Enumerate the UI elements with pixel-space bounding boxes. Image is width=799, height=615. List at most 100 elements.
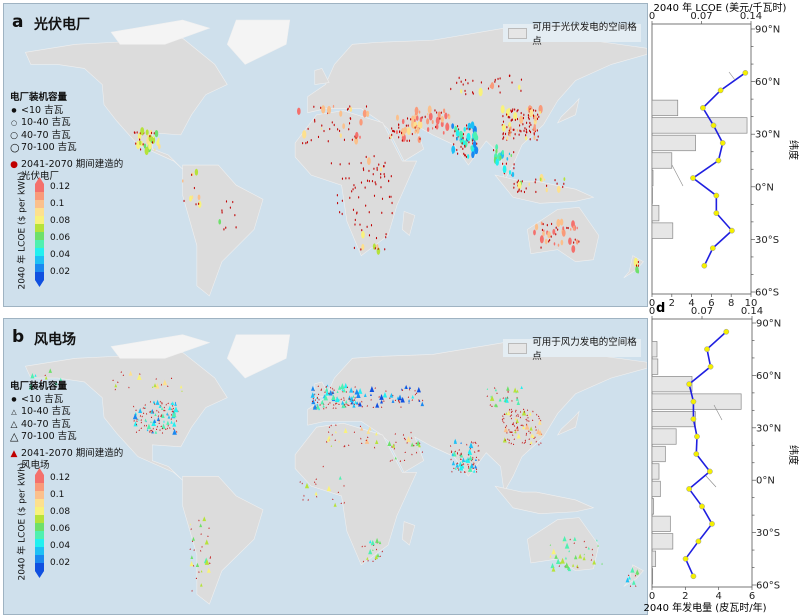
plant-marker xyxy=(502,396,504,399)
y-tick-label: 60°N xyxy=(756,371,781,382)
colorbar-tick: 0.02 xyxy=(50,267,71,277)
plant-marker xyxy=(583,540,585,543)
plant-marker xyxy=(508,121,511,128)
plant-marker xyxy=(471,151,475,159)
plant-marker xyxy=(307,498,309,501)
plant-marker xyxy=(218,219,222,225)
plant-marker xyxy=(457,462,459,464)
plant-marker xyxy=(636,572,639,576)
plant-marker xyxy=(535,178,537,181)
plant-marker xyxy=(474,464,478,469)
plant-marker xyxy=(393,130,396,133)
plant-marker xyxy=(154,129,159,138)
plant-marker xyxy=(514,429,516,431)
plant-marker xyxy=(399,130,401,133)
plant-marker xyxy=(530,123,532,127)
lcoe-point xyxy=(729,227,735,234)
plant-marker xyxy=(134,131,136,135)
plant-marker xyxy=(310,139,312,142)
plant-marker xyxy=(359,135,361,139)
plant-marker xyxy=(154,430,158,434)
plant-marker xyxy=(460,89,463,94)
plant-marker xyxy=(195,203,197,206)
plant-marker xyxy=(504,132,507,136)
plant-marker xyxy=(578,553,583,559)
lcoe-point xyxy=(717,87,724,94)
plant-marker xyxy=(512,434,514,436)
plant-marker xyxy=(133,405,135,408)
plant-marker xyxy=(506,157,509,161)
y-tick-label: 60°S xyxy=(756,581,780,592)
plant-marker xyxy=(162,379,168,386)
colorbar-segment xyxy=(35,240,44,249)
plant-marker xyxy=(173,427,175,430)
plant-marker xyxy=(458,448,460,451)
plant-marker xyxy=(562,226,565,231)
plant-marker xyxy=(573,542,575,544)
plant-marker xyxy=(193,186,195,190)
plant-marker xyxy=(158,422,160,424)
plant-marker xyxy=(349,106,353,112)
plant-marker xyxy=(536,413,538,416)
landmass-nz xyxy=(623,255,644,279)
landmass-madagascar xyxy=(402,521,416,546)
plant-marker xyxy=(395,130,398,135)
plant-marker xyxy=(414,393,417,396)
plant-marker xyxy=(467,449,471,453)
plant-marker xyxy=(354,400,357,404)
plant-marker xyxy=(350,117,352,121)
lcoe-point xyxy=(710,122,717,129)
plant-marker xyxy=(356,392,361,398)
plant-marker xyxy=(415,392,418,394)
chart-d-line-label: LCOE xyxy=(708,489,735,500)
plant-marker xyxy=(223,228,225,231)
top-tick-label: 0.07 xyxy=(690,11,712,22)
plant-marker xyxy=(326,384,329,387)
plant-marker xyxy=(440,115,444,123)
plant-marker xyxy=(512,443,515,446)
plant-marker xyxy=(161,431,164,434)
plant-marker xyxy=(465,78,467,82)
plant-marker xyxy=(465,155,468,159)
plant-marker xyxy=(513,182,515,186)
plant-marker xyxy=(346,386,349,388)
plant-marker xyxy=(136,131,138,134)
plant-marker xyxy=(389,397,391,399)
plant-marker xyxy=(189,560,194,567)
plant-marker xyxy=(415,124,418,128)
plant-marker xyxy=(486,395,488,397)
plant-marker xyxy=(54,381,58,386)
plant-marker xyxy=(511,423,514,426)
plant-marker xyxy=(401,118,405,125)
plant-marker xyxy=(563,177,566,182)
plant-marker xyxy=(44,376,48,380)
lcoe-point xyxy=(707,468,713,475)
plant-marker xyxy=(191,540,194,542)
plant-marker xyxy=(529,440,533,445)
colorbar-segment xyxy=(35,256,44,265)
plant-marker xyxy=(537,113,539,116)
plant-marker xyxy=(452,151,454,155)
plant-marker xyxy=(209,557,211,559)
legend-size-2: ○ 10-40 吉瓦 xyxy=(10,117,71,128)
lcoe-point xyxy=(709,245,716,252)
plant-marker xyxy=(349,105,351,108)
colorbar-segment xyxy=(35,555,44,564)
plant-marker xyxy=(520,130,522,133)
plant-marker xyxy=(44,374,46,377)
generation-bar xyxy=(651,533,674,550)
plant-marker xyxy=(506,125,508,129)
plant-marker xyxy=(353,398,356,401)
plant-marker xyxy=(513,438,515,440)
plant-marker xyxy=(150,429,153,432)
plant-marker xyxy=(366,110,370,118)
plant-marker xyxy=(507,116,509,119)
plant-marker xyxy=(337,491,339,493)
plant-marker xyxy=(478,458,480,461)
plant-marker xyxy=(391,399,395,403)
plant-marker xyxy=(478,449,480,452)
plant-marker xyxy=(143,143,147,149)
plant-marker xyxy=(154,402,156,405)
plant-marker xyxy=(343,403,346,406)
landmass-arctic xyxy=(110,19,211,45)
